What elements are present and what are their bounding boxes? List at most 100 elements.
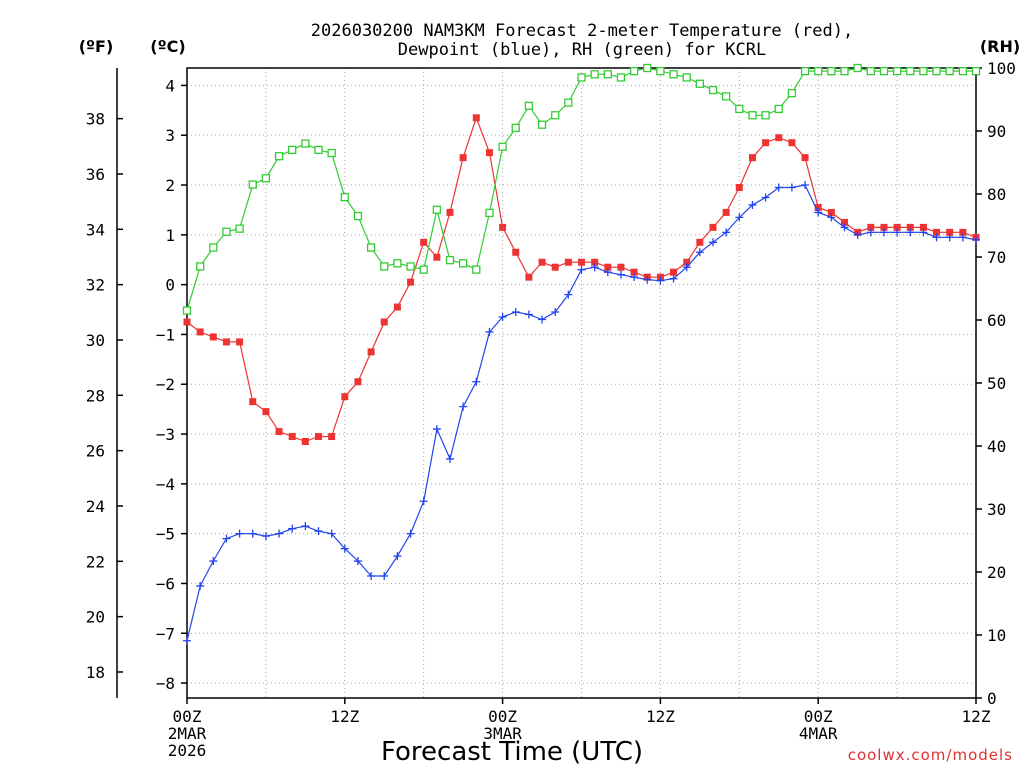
- rh-point: [353, 211, 363, 221]
- temperature-point: [841, 218, 848, 226]
- temperature-point: [893, 223, 901, 231]
- rh-point: [590, 70, 599, 79]
- temperature-point: [617, 263, 625, 271]
- dewpoint-point: [866, 228, 875, 237]
- dewpoint-point: [340, 544, 349, 553]
- x-tick-date-label: 4MAR: [799, 724, 838, 743]
- rh-point: [195, 262, 205, 271]
- dewpoint-point: [827, 213, 836, 222]
- dewpoint-point: [275, 529, 284, 538]
- dewpoint-point: [853, 230, 862, 239]
- temperature-point: [459, 154, 467, 162]
- dewpoint-point: [669, 274, 678, 283]
- rh-point: [288, 145, 297, 155]
- celsius-tick-label: −7: [156, 624, 175, 643]
- temperature-point: [538, 258, 546, 266]
- dewpoint-point: [577, 265, 586, 274]
- dewpoint-point: [590, 263, 599, 272]
- dewpoint-point: [893, 228, 902, 237]
- dewpoint-point: [485, 327, 494, 336]
- temperature-point: [591, 258, 599, 266]
- rh-point: [669, 70, 678, 79]
- dewpoint-point: [314, 527, 323, 536]
- temperature-point: [446, 208, 454, 216]
- rh-tick-label: 0: [987, 689, 997, 708]
- rh-point: [800, 67, 810, 76]
- temperature-point: [906, 223, 914, 231]
- fahrenheit-tick-label: 28: [86, 386, 105, 405]
- x-tick-label: 12Z: [962, 707, 991, 726]
- dewpoint-point: [209, 557, 218, 566]
- rh-tick-label: 30: [987, 500, 1006, 519]
- temperature-point: [209, 333, 217, 341]
- rh-point: [682, 73, 691, 82]
- temperature-point: [775, 134, 783, 142]
- dewpoint-point: [695, 248, 704, 257]
- dewpoint-point: [222, 534, 231, 543]
- celsius-tick-label: 1: [165, 226, 175, 245]
- chart-title-line1: 2026030200 NAM3KM Forecast 2-meter Tempe…: [311, 21, 853, 41]
- temperature-point: [472, 114, 480, 122]
- temperature-point: [762, 139, 770, 147]
- fahrenheit-tick-label: 26: [86, 442, 105, 461]
- temperature-point: [328, 433, 336, 441]
- rh-point: [840, 67, 849, 76]
- rh-point: [616, 73, 626, 82]
- temperature-point: [709, 223, 717, 231]
- rh-point: [485, 208, 494, 218]
- temperature-point: [827, 208, 835, 216]
- dewpoint-point: [183, 636, 191, 645]
- dewpoint-point: [380, 571, 389, 580]
- dewpoint-point: [511, 308, 520, 317]
- dewpoint-point: [327, 529, 336, 538]
- credit-label: coolwx.com/models: [848, 746, 1013, 764]
- rh-point: [248, 180, 257, 189]
- temperature-point: [249, 398, 257, 406]
- axes: −8−7−6−5−4−3−2−1012341820222426283032343…: [86, 59, 1016, 760]
- temperature-point: [380, 318, 388, 326]
- temperature-point: [367, 348, 375, 356]
- rh-point: [222, 227, 231, 236]
- rh-point: [761, 111, 770, 120]
- x-tick-date-label: 3MAR: [483, 724, 522, 743]
- temperature-point: [288, 433, 296, 441]
- temperature-point: [354, 378, 362, 386]
- temperature-point: [183, 318, 191, 326]
- x-tick-label: 00Z: [173, 707, 202, 726]
- rh-point: [958, 67, 967, 76]
- dewpoint-point: [248, 529, 257, 538]
- temperature-point: [578, 258, 585, 266]
- celsius-tick-label: −3: [156, 425, 175, 444]
- dewpoint-point: [919, 228, 928, 237]
- celsius-tick-label: 3: [165, 126, 175, 145]
- dewpoint-point: [656, 276, 665, 285]
- dewpoint-point: [235, 529, 244, 538]
- temperature-point: [315, 433, 322, 441]
- dewpoint-point: [367, 571, 376, 580]
- temperature-point: [604, 263, 612, 271]
- rh-point: [432, 205, 442, 214]
- rh-point: [537, 120, 547, 129]
- dewpoint-point: [682, 263, 691, 272]
- fahrenheit-tick-label: 34: [86, 220, 105, 239]
- celsius-tick-label: −4: [156, 475, 175, 494]
- rh-tick-label: 100: [987, 59, 1016, 78]
- celsius-tick-label: −8: [156, 674, 175, 693]
- dewpoint-point: [801, 181, 810, 190]
- dewpoint-point: [472, 377, 481, 386]
- rh-point: [643, 63, 652, 73]
- temperature-point: [222, 338, 230, 346]
- dewpoint-point: [906, 228, 915, 237]
- dewpoint-point: [406, 529, 415, 538]
- temperature-point: [867, 223, 875, 231]
- dewpoint-point: [498, 313, 507, 322]
- temperature-point: [393, 303, 401, 311]
- dewpoint-point: [735, 213, 744, 222]
- fahrenheit-tick-label: 32: [86, 276, 105, 295]
- temperature-point: [236, 338, 244, 346]
- temperature-point: [670, 268, 678, 276]
- rh-point: [971, 67, 981, 76]
- temperature-point: [788, 139, 796, 147]
- rh-point: [301, 139, 310, 148]
